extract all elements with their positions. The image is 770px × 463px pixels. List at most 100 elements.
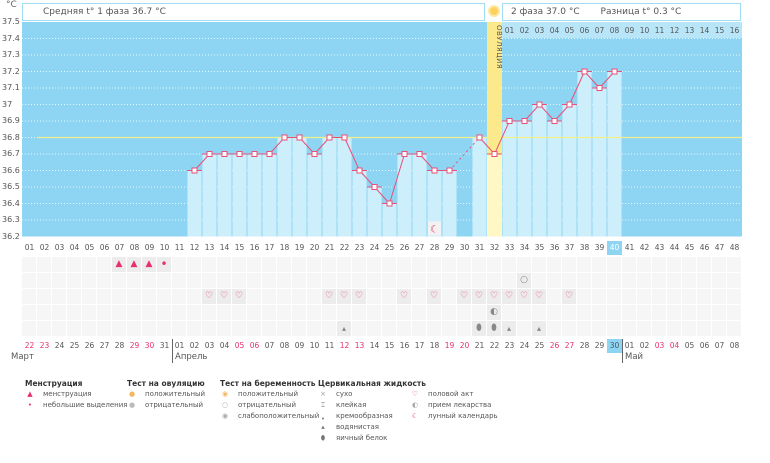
cycle-day-label[interactable]: 20 [309,243,320,252]
menstruation-row-cell[interactable] [322,257,336,272]
menstruation-row-cell[interactable] [367,257,381,272]
test-row-cell[interactable] [322,273,336,288]
cervical-fluid-row-cell[interactable] [187,321,201,336]
intercourse-row-cell[interactable] [652,289,666,304]
calendar-date[interactable]: 29 [594,341,605,350]
cycle-day-label[interactable]: 22 [339,243,350,252]
calendar-date[interactable]: 05 [684,341,695,350]
intercourse-row-cell[interactable] [67,289,81,304]
calendar-date[interactable]: 09 [294,341,305,350]
medication-row-cell[interactable] [202,305,216,320]
medication-row-cell[interactable] [397,305,411,320]
menstruation-row-cell[interactable] [682,257,696,272]
cycle-day-label[interactable]: 09 [144,243,155,252]
calendar-date[interactable]: 23 [504,341,515,350]
cervical-fluid-row-cell[interactable]: ▴ [532,321,546,336]
cycle-day-label[interactable]: 25 [384,243,395,252]
intercourse-row-cell[interactable]: ♡ [352,289,366,304]
cervical-fluid-row-cell[interactable] [217,321,231,336]
calendar-date[interactable]: 30 [607,339,622,353]
test-row-cell[interactable] [97,273,111,288]
test-row-cell[interactable] [592,273,606,288]
calendar-date[interactable]: 13 [354,341,365,350]
cervical-fluid-row-cell[interactable] [727,321,741,336]
intercourse-row-cell[interactable]: ♡ [427,289,441,304]
menstruation-row-cell[interactable] [562,257,576,272]
test-row-cell[interactable] [457,273,471,288]
cycle-day-label[interactable]: 24 [369,243,380,252]
test-row-cell[interactable] [412,273,426,288]
cycle-day-label[interactable]: 12 [189,243,200,252]
menstruation-row-cell[interactable] [532,257,546,272]
medication-row-cell[interactable] [382,305,396,320]
medication-row-cell[interactable] [532,305,546,320]
calendar-date[interactable]: 27 [99,341,110,350]
cervical-fluid-row-cell[interactable] [577,321,591,336]
cervical-fluid-row-cell[interactable] [397,321,411,336]
calendar-date[interactable]: 06 [699,341,710,350]
cycle-day-label[interactable]: 40 [607,241,622,255]
menstruation-row-cell[interactable] [652,257,666,272]
cervical-fluid-row-cell[interactable] [412,321,426,336]
menstruation-row-cell[interactable] [232,257,246,272]
test-row-cell[interactable] [232,273,246,288]
menstruation-row-cell[interactable] [727,257,741,272]
menstruation-row-cell[interactable] [202,257,216,272]
intercourse-row-cell[interactable] [547,289,561,304]
menstruation-row-cell[interactable] [277,257,291,272]
cervical-fluid-row-cell[interactable] [322,321,336,336]
test-row-cell[interactable] [247,273,261,288]
calendar-date[interactable]: 20 [459,341,470,350]
calendar-date[interactable]: 26 [549,341,560,350]
calendar-date[interactable]: 07 [264,341,275,350]
menstruation-row-cell[interactable] [637,257,651,272]
calendar-date[interactable]: 05 [234,341,245,350]
menstruation-row-cell[interactable] [412,257,426,272]
medication-row-cell[interactable] [472,305,486,320]
test-row-cell[interactable] [442,273,456,288]
intercourse-row-cell[interactable] [307,289,321,304]
calendar-date[interactable]: 29 [129,341,140,350]
menstruation-row-cell[interactable] [37,257,51,272]
cervical-fluid-row-cell[interactable] [112,321,126,336]
intercourse-row-cell[interactable] [142,289,156,304]
calendar-date[interactable]: 15 [384,341,395,350]
cycle-day-label[interactable]: 47 [714,243,725,252]
test-row-cell[interactable] [487,273,501,288]
cervical-fluid-row-cell[interactable] [652,321,666,336]
test-row-cell[interactable] [112,273,126,288]
menstruation-row-cell[interactable]: ▲ [127,257,141,272]
medication-row-cell[interactable] [547,305,561,320]
medication-row-cell[interactable] [352,305,366,320]
menstruation-row-cell[interactable] [217,257,231,272]
calendar-date[interactable]: 16 [399,341,410,350]
medication-row-cell[interactable] [412,305,426,320]
test-row-cell[interactable] [682,273,696,288]
calendar-date[interactable]: 24 [54,341,65,350]
cycle-day-label[interactable]: 46 [699,243,710,252]
intercourse-row-cell[interactable]: ♡ [202,289,216,304]
medication-row-cell[interactable] [232,305,246,320]
cycle-day-label[interactable]: 03 [54,243,65,252]
medication-row-cell[interactable] [697,305,711,320]
medication-row-cell[interactable] [502,305,516,320]
medication-row-cell[interactable] [592,305,606,320]
medication-row-cell[interactable] [172,305,186,320]
intercourse-row-cell[interactable] [112,289,126,304]
cycle-day-label[interactable]: 11 [174,243,185,252]
cervical-fluid-row-cell[interactable] [247,321,261,336]
cervical-fluid-row-cell[interactable] [427,321,441,336]
intercourse-row-cell[interactable] [667,289,681,304]
calendar-date[interactable]: 27 [564,341,575,350]
medication-row-cell[interactable] [727,305,741,320]
calendar-date[interactable]: 18 [429,341,440,350]
medication-row-cell[interactable] [82,305,96,320]
calendar-date[interactable]: 19 [444,341,455,350]
intercourse-row-cell[interactable] [577,289,591,304]
menstruation-row-cell[interactable] [307,257,321,272]
calendar-date[interactable]: 04 [219,341,230,350]
medication-row-cell[interactable] [667,305,681,320]
menstruation-row-cell[interactable] [97,257,111,272]
intercourse-row-cell[interactable]: ♡ [457,289,471,304]
intercourse-row-cell[interactable] [262,289,276,304]
